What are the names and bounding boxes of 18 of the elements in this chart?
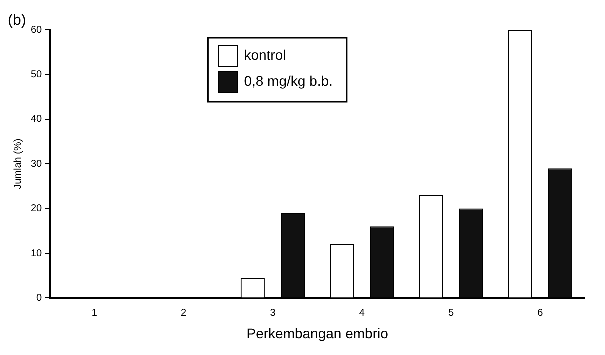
x-tick-label: 6	[538, 308, 544, 319]
x-tick-label: 4	[359, 308, 366, 319]
y-tick-label: 50	[31, 69, 43, 80]
chart-title: (b)	[8, 12, 26, 30]
y-tick-label: 30	[31, 158, 43, 170]
x-tick-label: 3	[270, 308, 276, 319]
y-tick-label: 40	[31, 114, 43, 126]
y-tick-label: 20	[31, 204, 43, 215]
y-tick-label: 10	[31, 248, 43, 260]
x-tick-label: 1	[92, 308, 98, 319]
y-tick-label: 60	[31, 24, 43, 36]
x-tick-label: 2	[181, 308, 188, 319]
y-tick-label: 0	[36, 292, 43, 304]
legend-label: kontrol	[244, 46, 286, 63]
x-tick-label: 5	[448, 308, 454, 319]
legend-label: 0,8 mg/kg b.b.	[244, 72, 333, 89]
x-axis-title: Perkembangan embrio	[246, 325, 389, 342]
y-axis-title: Jumlah (%)	[12, 138, 24, 190]
